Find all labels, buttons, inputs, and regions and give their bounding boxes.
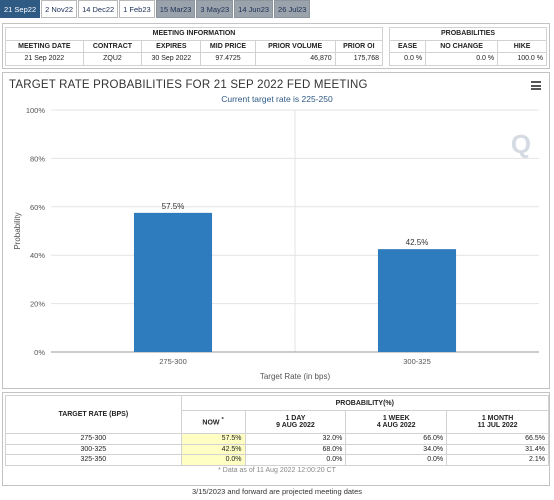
col-1-day: 1 DAY 9 AUG 2022 — [244, 410, 347, 434]
y-tick-label: 20% — [30, 300, 45, 309]
probability-cell: 31.4% — [446, 443, 549, 455]
probability-cell: 68.0% — [244, 443, 347, 455]
q-logo-icon: Q — [511, 129, 531, 159]
chart-panel: TARGET RATE PROBABILITIES FOR 21 SEP 202… — [2, 72, 550, 389]
col-1-week: 1 WEEK 4 AUG 2022 — [345, 410, 448, 434]
col-meeting-date: MEETING DATE — [5, 39, 84, 53]
col-prior-oi: PRIOR OI — [334, 39, 384, 53]
probabilities-table: PROBABILITIES EASE NO CHANGE HIKE 0.0 % … — [388, 27, 547, 66]
projected-dates-footnote: 3/15/2023 and forward are projected meet… — [191, 487, 363, 496]
probability-cell: 0.0% — [180, 454, 246, 466]
meeting-information-header: MEETING INFORMATION — [5, 27, 383, 41]
period-date: 9 AUG 2022 — [276, 422, 315, 429]
col-prior-volume: PRIOR VOLUME — [254, 39, 336, 53]
tab-1-feb23[interactable]: 1 Feb23 — [119, 0, 155, 18]
probabilities-header: PROBABILITIES — [389, 27, 547, 41]
y-axis-title: Probability — [13, 212, 22, 249]
col-1-month: 1 MONTH 11 JUL 2022 — [446, 410, 549, 434]
x-tick-label: 300-325 — [403, 357, 431, 366]
meeting-tabs: 21 Sep22 2 Nov22 14 Dec22 1 Feb23 15 Mar23 3 … — [0, 0, 554, 20]
tab-2-nov22[interactable]: 2 Nov22 — [41, 0, 78, 18]
x-axis-title: Target Rate (in bps) — [260, 372, 331, 381]
no-change-value: 0.0 % — [425, 52, 499, 66]
period-date: 11 JUL 2022 — [477, 422, 518, 429]
hamburger-menu-icon[interactable] — [531, 81, 541, 90]
col-now: NOW * — [180, 410, 246, 434]
period-label: 1 WEEK — [382, 415, 410, 422]
period-date: 4 AUG 2022 — [376, 422, 416, 429]
tab-14-jun23[interactable]: 14 Jun23 — [234, 0, 274, 18]
col-expires: EXPIRES — [141, 39, 202, 53]
period-label: 1 DAY — [285, 415, 306, 422]
meeting-information-table: MEETING INFORMATION MEETING DATE CONTRAC… — [5, 27, 384, 66]
target-rate-cell: 275-300 — [5, 433, 182, 445]
contract-value: ZQU2 — [82, 52, 143, 66]
now-footnote-mark: * — [221, 417, 224, 424]
probability-cell: 0.0% — [345, 454, 448, 466]
table-row: 325-350 0.0% 0.0% 0.0% 2.1% — [5, 454, 549, 466]
table-row: 300-325 42.5% 68.0% 34.0% 31.4% — [5, 443, 549, 455]
ease-value: 0.0 % — [388, 52, 427, 66]
col-mid-price: MID PRICE — [200, 39, 256, 53]
target-rate-cell: 325-350 — [5, 454, 182, 466]
prior-oi-value: 175,768 — [334, 52, 384, 66]
bar — [133, 212, 213, 352]
tab-14-dec22[interactable]: 14 Dec22 — [78, 0, 119, 18]
y-tick-label: 60% — [30, 203, 45, 212]
prior-volume-value: 46,870 — [254, 52, 336, 66]
meeting-info-panel: MEETING INFORMATION MEETING DATE CONTRAC… — [2, 23, 550, 69]
probability-cell: 42.5% — [180, 443, 246, 455]
col-contract: CONTRACT — [82, 39, 143, 53]
probability-history-table: TARGET RATE (BPS) PROBABILITY(%) NOW * 1… — [5, 395, 550, 476]
col-ease: EASE — [388, 39, 427, 53]
probability-cell: 57.5% — [180, 433, 246, 445]
bar-chart: 0% 20% 40% 60% 80% 100% 57.5% 275-300 42.5% 300-3… — [13, 106, 539, 381]
probability-cell: 32.0% — [244, 433, 347, 445]
tab-26-jul23[interactable]: 26 Jul23 — [274, 0, 311, 18]
probability-cell: 2.1% — [446, 454, 549, 466]
probability-cell: 0.0% — [244, 454, 347, 466]
hike-value: 100.0 % — [497, 52, 547, 66]
data-label: 57.5% — [162, 202, 185, 211]
bar — [377, 249, 457, 352]
now-label: NOW — [202, 419, 220, 427]
table-row: 275-300 57.5% 32.0% 66.0% 66.5% — [5, 433, 549, 445]
y-tick-label: 80% — [30, 154, 45, 163]
expires-value: 30 Sep 2022 — [141, 52, 202, 66]
x-tick-label: 275-300 — [159, 357, 187, 366]
probability-history-panel: TARGET RATE (BPS) PROBABILITY(%) NOW * 1… — [2, 392, 550, 486]
y-tick-label: 100% — [26, 106, 46, 115]
data-as-of-note: * Data as of 11 Aug 2022 12:00:20 CT — [218, 467, 336, 475]
y-tick-label: 40% — [30, 251, 45, 260]
svg-text:Q: Q — [511, 129, 531, 159]
probability-cell: 66.5% — [446, 433, 549, 445]
period-label: 1 MONTH — [481, 415, 514, 422]
probability-group-header: PROBABILITY(%) — [180, 395, 550, 411]
data-label: 42.5% — [406, 238, 429, 247]
mid-price-value: 97.4725 — [200, 52, 256, 66]
meeting-date-value: 21 Sep 2022 — [5, 52, 84, 66]
tab-3-may23[interactable]: 3 May23 — [196, 0, 234, 18]
probability-cell: 34.0% — [345, 443, 448, 455]
target-rate-cell: 300-325 — [5, 443, 182, 455]
col-target-rate: TARGET RATE (BPS) — [5, 395, 182, 434]
tab-15-mar23[interactable]: 15 Mar23 — [155, 0, 196, 18]
col-no-change: NO CHANGE — [425, 39, 499, 53]
chart-subtitle: Current target rate is 225-250 — [221, 94, 333, 104]
probability-cell: 66.0% — [345, 433, 448, 445]
chart-title: TARGET RATE PROBABILITIES FOR 21 SEP 202… — [9, 79, 368, 91]
tab-21-sep22[interactable]: 21 Sep22 — [0, 0, 41, 18]
y-tick-label: 0% — [34, 348, 45, 357]
col-hike: HIKE — [497, 39, 547, 53]
